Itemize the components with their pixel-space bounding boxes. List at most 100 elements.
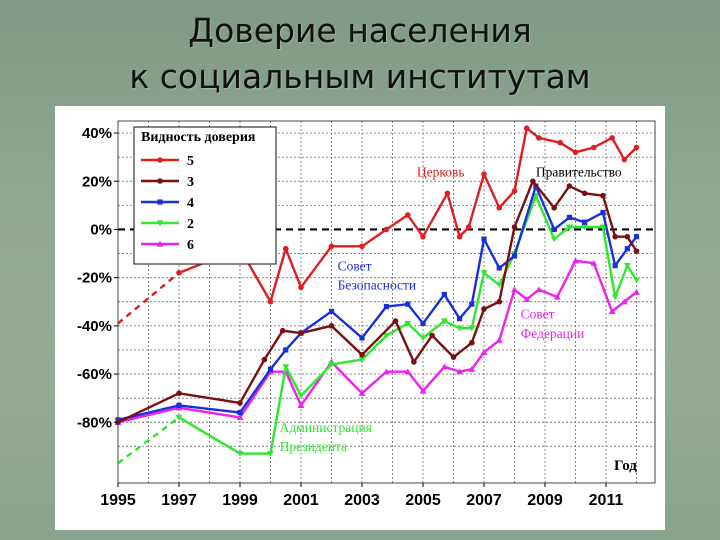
data-point — [441, 291, 447, 298]
data-point — [411, 359, 417, 365]
x-tick-label: 2007 — [466, 492, 502, 509]
x-tick-label: 1997 — [161, 492, 197, 509]
data-point — [383, 226, 390, 233]
data-point — [496, 265, 502, 271]
data-point — [600, 192, 606, 199]
slide-title-line-1: Доверие населения — [188, 11, 532, 50]
x-tick-label: 2005 — [405, 492, 441, 509]
legend-box — [133, 126, 277, 265]
data-point — [298, 330, 304, 336]
annotation-label: Федерации — [521, 326, 585, 341]
data-point — [612, 233, 618, 240]
data-point — [581, 190, 588, 197]
series-line — [178, 194, 638, 455]
data-point — [550, 236, 558, 243]
data-point — [469, 301, 475, 307]
legend-swatch-marker — [157, 199, 163, 205]
data-point — [621, 156, 628, 163]
x-tick-label: 2009 — [527, 492, 563, 509]
data-point — [633, 248, 640, 254]
data-point — [383, 368, 390, 375]
data-point — [620, 298, 628, 305]
data-point — [624, 233, 631, 240]
data-point — [566, 183, 573, 189]
data-point — [358, 356, 366, 363]
data-point — [608, 308, 616, 314]
legend-swatch-marker — [157, 157, 163, 163]
x-tick-label: 2003 — [344, 492, 380, 509]
data-point — [481, 306, 487, 312]
y-tick-label: 40% — [82, 125, 112, 142]
data-point — [359, 351, 365, 358]
data-point — [600, 209, 606, 216]
data-point — [481, 171, 487, 177]
data-point — [419, 335, 427, 342]
legend-entry-label: 2 — [187, 217, 194, 232]
x-tick-label: 1999 — [222, 492, 258, 509]
data-point — [404, 368, 412, 375]
data-point — [176, 390, 182, 397]
slide-title: Доверие населения к социальным института… — [0, 8, 720, 100]
data-point — [633, 277, 640, 284]
data-point — [566, 214, 572, 220]
data-point — [282, 245, 289, 252]
data-point — [267, 450, 274, 457]
y-tick-label: -20% — [77, 270, 112, 287]
series-4 — [117, 193, 640, 465]
series-line — [178, 127, 638, 303]
annotation-label: Безопасности — [338, 278, 417, 293]
data-point — [456, 233, 463, 240]
data-point — [358, 390, 366, 396]
series-line — [117, 180, 638, 424]
data-point — [495, 282, 503, 289]
data-point — [457, 316, 463, 322]
data-point — [469, 339, 475, 346]
series-dashed-segment — [117, 416, 180, 465]
data-point — [480, 349, 488, 355]
data-point — [440, 363, 448, 370]
data-point — [359, 243, 365, 250]
data-point — [611, 294, 619, 301]
data-point — [261, 356, 268, 363]
data-point — [623, 263, 631, 269]
x-axis-label: Год — [614, 458, 637, 474]
legend-entry-label: 3 — [187, 175, 194, 190]
legend-title: Видность доверия — [141, 130, 256, 145]
data-point — [624, 246, 630, 252]
x-tick-label: 1995 — [100, 492, 136, 509]
data-point — [440, 318, 448, 325]
data-point — [572, 257, 579, 264]
data-point — [633, 234, 640, 240]
legend-swatch-marker — [156, 220, 164, 227]
x-tick-label: 2011 — [589, 492, 624, 509]
data-point — [404, 212, 411, 218]
data-point — [267, 298, 274, 305]
data-point — [481, 236, 487, 242]
series-lines — [114, 125, 640, 465]
data-point — [511, 224, 518, 230]
data-point — [267, 366, 274, 372]
data-point — [176, 402, 182, 408]
data-point — [581, 224, 589, 231]
axes: Год 1995 1997 1999 2001 2003 2005 2007 2009 2011… — [77, 120, 656, 509]
data-point — [359, 335, 365, 341]
data-point — [420, 233, 426, 240]
data-point — [468, 366, 476, 372]
data-point — [175, 414, 183, 421]
annotation-label: Церковь — [417, 164, 465, 179]
data-point — [536, 135, 542, 141]
data-point — [582, 219, 588, 225]
y-tick-label: 0% — [90, 221, 112, 238]
data-point — [283, 347, 289, 353]
data-point — [553, 293, 561, 300]
annotation-label: Правительство — [536, 164, 622, 179]
data-point — [279, 327, 286, 334]
legend-entry-label: 6 — [187, 238, 194, 253]
legend-entry-label: 4 — [187, 196, 194, 211]
data-point — [572, 149, 579, 156]
data-point — [496, 204, 503, 211]
data-point — [392, 318, 399, 324]
data-point — [328, 243, 335, 250]
plot-frame — [117, 120, 656, 484]
data-point — [237, 400, 243, 406]
